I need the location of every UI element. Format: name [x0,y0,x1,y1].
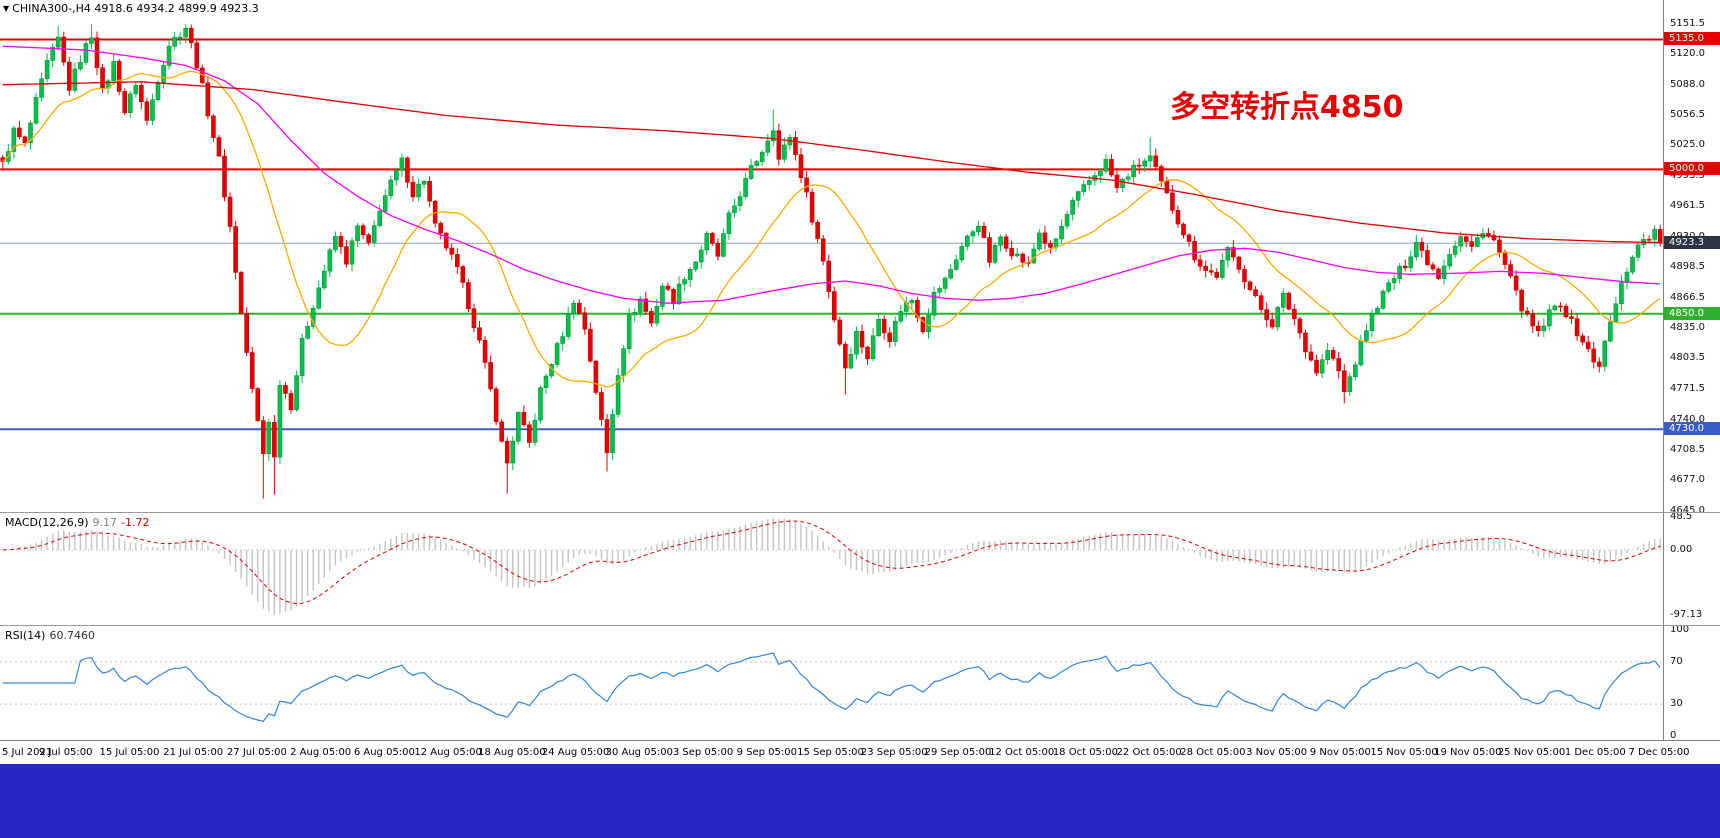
ma-line-red [2,81,1661,244]
price-tick: 4898.5 [1670,261,1705,273]
time-label: 2 Aug 05:00 [290,747,352,758]
macd-signal-line [2,520,1661,605]
time-label: 29 Sep 05:00 [924,747,992,758]
time-label: 6 Aug 05:00 [353,747,415,758]
macd-indicator-label: MACD(12,26,9) 9.17 -1.72 [5,516,150,529]
time-label: 5 Jul 2021 [2,747,53,758]
rsi-tick: 100 [1670,624,1690,636]
price-tick: 4677.0 [1670,474,1705,486]
time-label: 28 Oct 05:00 [1180,747,1246,758]
time-label: 19 Nov 05:00 [1434,747,1502,758]
taskbar[interactable] [0,764,1720,838]
time-label: 23 Sep 05:00 [860,747,928,758]
symbol-header: ▼ CHINA300-,H4 4918.6 4934.2 4899.9 4923.… [3,2,259,15]
price-tick: 4803.5 [1670,352,1705,364]
candlesticks [0,24,1663,499]
pane-splitter-macd[interactable] [0,512,1720,513]
macd-signal-value: -1.72 [121,516,150,529]
time-label: 25 Nov 05:00 [1497,747,1566,758]
macd-tick: 48.5 [1670,511,1693,523]
ma-line-orange [2,70,1661,388]
price-tag-5135.0: 5135.0 [1664,32,1720,46]
rsi-tick: 0 [1670,729,1677,741]
time-label: 21 Jul 05:00 [163,747,224,758]
time-label: 27 Jul 05:00 [226,747,287,758]
price-tag-4850.0: 4850.0 [1664,306,1720,320]
price-tag-5000.0: 5000.0 [1664,162,1720,176]
price-tick: 5056.5 [1670,109,1705,120]
time-label: 9 Sep 05:00 [736,747,797,758]
time-label: 30 Aug 05:00 [605,747,674,758]
price-tick: 4645.0 [1670,505,1705,517]
price-tick: 5151.5 [1670,17,1705,29]
time-label: 9 Jul 05:00 [38,747,93,758]
macd-name: MACD(12,26,9) [5,516,89,529]
chart-annotation-text: 多空转折点4850 [1170,90,1404,125]
macd-tick: 0.00 [1670,543,1693,555]
rsi-tick: 70 [1670,655,1683,667]
rsi-tick: 30 [1670,698,1683,710]
price-tick: 4866.5 [1670,291,1705,303]
symbol-ohlc-label: CHINA300-,H4 4918.6 4934.2 4899.9 4923.3 [12,2,259,15]
pane-splitter-rsi[interactable] [0,625,1720,626]
time-label: 15 Jul 05:00 [99,747,160,758]
time-label: 9 Nov 05:00 [1309,747,1371,758]
price-tick: 4771.5 [1670,383,1705,395]
price-tag-4730.0: 4730.0 [1664,422,1720,436]
time-label: 22 Oct 05:00 [1116,747,1182,758]
price-tick: 4835.0 [1670,322,1705,334]
price-tick: 5120.0 [1670,47,1705,59]
dropdown-arrow-icon[interactable]: ▼ [3,4,10,13]
time-label: 12 Oct 05:00 [989,747,1055,758]
rsi-name: RSI(14) [5,629,46,642]
time-label: 24 Aug 05:00 [541,747,610,758]
price-tick: 5025.0 [1670,139,1705,151]
time-label: 12 Aug 05:00 [414,747,482,758]
time-axis[interactable]: 5 Jul 2021 9 Jul 05:00 15 Jul 05:00 21 Jul … [0,740,1720,764]
time-label: 18 Oct 05:00 [1052,747,1119,758]
chart-canvas[interactable] [0,0,1663,740]
rsi-line [2,652,1661,723]
price-axis[interactable]: 5151.55120.05088.05056.55025.04993.54961… [1663,0,1720,741]
time-label: 15 Nov 05:00 [1370,747,1438,758]
macd-histogram [7,517,1661,616]
price-tick: 4961.5 [1670,200,1705,212]
price-tick: 4708.5 [1670,443,1705,455]
price-tick: 4740.0 [1670,413,1705,425]
time-label: 3 Nov 05:00 [1246,747,1308,758]
time-label: 18 Aug 05:00 [478,747,546,758]
rsi-value: 60.7460 [49,629,95,642]
time-label: 15 Sep 05:00 [797,747,864,758]
time-label: 7 Dec 05:00 [1628,747,1690,758]
macd-main-value: 9.17 [92,516,118,529]
time-label: 3 Sep 05:00 [672,747,734,758]
price-tick: 5088.0 [1670,78,1705,90]
time-label: 1 Dec 05:00 [1564,747,1626,758]
rsi-indicator-label: RSI(14) 60.7460 [5,629,95,642]
price-tag-4923.3: 4923.3 [1664,236,1720,250]
macd-tick: -97.13 [1670,609,1703,621]
ma-line-magenta [2,45,1661,304]
